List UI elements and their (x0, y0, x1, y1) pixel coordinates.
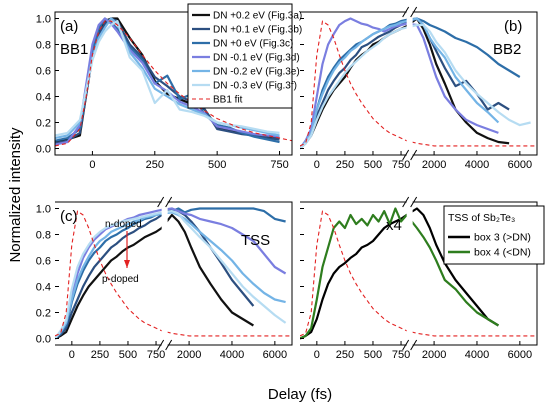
x-tick-label: 750 (147, 349, 165, 361)
x-tick-label: 0 (69, 349, 75, 361)
legend-entry: DN +0.1 eV (Fig.3b) (213, 25, 302, 36)
y-tick-label: 0.0 (36, 334, 51, 346)
x-tick-label: 0 (314, 159, 320, 171)
x-tick-label: 750 (392, 159, 410, 171)
x-axis-label: Delay (fs) (268, 386, 332, 403)
legend-d: TSS of Sb₂Te₃ box 3 (>DN) box 4 (<DN) (443, 205, 545, 265)
series-line-dn-0-2-ev-fig-3e (300, 17, 500, 150)
y-axis-label: Normalized intensity (7, 127, 24, 263)
panel-letter: (c) (60, 208, 78, 225)
series-line-dn-0-2-ev-fig-3e (55, 211, 286, 340)
axis-break-mark (410, 196, 418, 208)
series-line-bb1-fit (300, 20, 537, 147)
legend-entry: DN +0 eV (Fig.3c) (213, 39, 293, 50)
x-tick-label: 4000 (465, 159, 489, 171)
x-tick-label: 500 (364, 159, 382, 171)
plot-frame (300, 11, 538, 156)
x-tick-label: 250 (336, 349, 354, 361)
axis-break-mark (410, 6, 418, 18)
legend-entry: DN +0.2 eV (Fig.3a) (213, 11, 302, 22)
series-line-dn-0-ev-fig-3c (55, 207, 286, 340)
series-line-dn-0-1-ev-fig-3d (55, 17, 280, 146)
x-tick-label: 6000 (508, 349, 532, 361)
legend-entry: box 3 (>DN) (474, 232, 531, 244)
legend-entry: BB1 fit (213, 95, 243, 106)
axis-break-mark (165, 196, 173, 208)
x-tick-label: 6000 (508, 159, 532, 171)
y-tick-label: 1.0 (36, 204, 51, 216)
panel-letter: (b) (504, 18, 522, 35)
panel-name: BB1 (60, 41, 88, 58)
series-line-dn-0-1-ev-fig-3d (55, 207, 287, 340)
series-line-dn-0-1-ev-fig-3b (55, 207, 255, 340)
x-tick-label: 4000 (220, 349, 244, 361)
series-line-bb1-fit (55, 210, 292, 337)
axis-break-mark (165, 339, 173, 351)
y-tick-label: 0.4 (36, 282, 51, 294)
series-line-dn-0-2-ev-fig-3a (55, 213, 254, 340)
y-tick-label: 0.8 (36, 230, 51, 242)
legend-entry: DN -0.1 eV (Fig.3d) (213, 53, 300, 64)
series-line-box-3-dn (300, 207, 499, 340)
x-tick-label: 750 (392, 349, 410, 361)
x-tick-label: 2000 (177, 349, 201, 361)
legend-entry: box 4 (<DN) (474, 247, 531, 259)
series-line-dn-0-1-ev-fig-3b (300, 17, 510, 150)
series-line-bb1-fit (300, 210, 537, 337)
x-tick-label: 0 (314, 349, 320, 361)
annotation-p-doped: p-doped (102, 274, 139, 285)
legend-entry: DN -0.3 eV (Fig.3f) (213, 81, 297, 92)
legend-title: TSS of Sb₂Te₃ (448, 212, 515, 224)
y-tick-label: 1.0 (36, 14, 51, 26)
axis-break-mark (402, 339, 410, 351)
x-tick-label: 2000 (422, 349, 446, 361)
axis-break-mark (410, 339, 418, 351)
series-line-box-4-dn (300, 207, 499, 340)
plot-frame (300, 201, 538, 346)
axis-break-mark (157, 339, 165, 351)
axis-break-mark (402, 6, 410, 18)
panel-name: BB2 (493, 41, 521, 58)
axis-break-mark (410, 149, 418, 161)
x-tick-label: 500 (208, 159, 226, 171)
x-tick-label: 0 (89, 159, 95, 171)
axis-break-mark (402, 149, 410, 161)
plot-frame (55, 201, 293, 346)
y-tick-label: 0.6 (36, 66, 51, 78)
panel-b: 0 250 500 750 2000 4000 6000 (b) BB2 (300, 6, 538, 171)
x-tick-label: 750 (270, 159, 288, 171)
axis-break-mark (402, 196, 410, 208)
series-line-bb1-fit (55, 20, 292, 147)
y-tick-label: 0.6 (36, 256, 51, 268)
y-tick-label: 0.2 (36, 308, 51, 320)
x-tick-label: 2000 (422, 159, 446, 171)
x-tick-label: 250 (91, 349, 109, 361)
x-tick-label: 250 (146, 159, 164, 171)
series-line-dn-0-3-ev-fig-3f (300, 23, 531, 150)
panel-letter: (a) (60, 18, 78, 35)
legend-main: DN +0.2 eV (Fig.3a) DN +0.1 eV (Fig.3b) DN… (187, 3, 302, 109)
y-tick-label: 0.4 (36, 92, 51, 104)
annotation-arrowhead (124, 260, 130, 268)
panel-c: 0 250 500 750 2000 4000 6000 0.0 0.2 0.4 0.6 0.8 1.0… (36, 196, 293, 361)
x-tick-label: 250 (336, 159, 354, 171)
y-tick-label: 0.2 (36, 118, 51, 130)
y-tick-label: 0.8 (36, 40, 51, 52)
annotation-x4: x4 (386, 217, 402, 234)
y-tick-label: 0.0 (36, 144, 51, 156)
series-line-dn-0-3-ev-fig-3f (55, 20, 280, 137)
legend-entry: DN -0.2 eV (Fig.3e) (213, 67, 300, 78)
x-tick-label: 500 (364, 349, 382, 361)
panel-name: TSS (241, 232, 270, 249)
axis-break-mark (157, 196, 165, 208)
series-line-dn-0-3-ev-fig-3f (55, 210, 287, 340)
annotation-n-doped: n-doped (105, 219, 142, 230)
panel-a: 0 250 500 750 0.0 0.2 0.4 0.6 0.8 1.0 (a) BB1 (36, 11, 293, 171)
x-tick-label: 6000 (263, 349, 287, 361)
x-tick-label: 4000 (465, 349, 489, 361)
x-tick-label: 500 (119, 349, 137, 361)
